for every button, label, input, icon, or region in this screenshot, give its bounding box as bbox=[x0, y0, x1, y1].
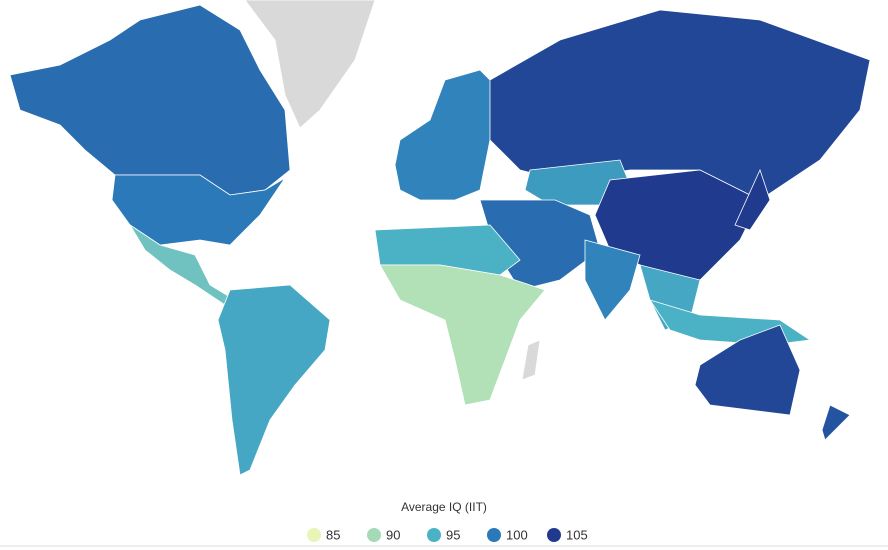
legend-label: 105 bbox=[566, 527, 588, 542]
legend-title: Average IQ (IIT) bbox=[401, 500, 487, 514]
legend-swatch bbox=[367, 528, 381, 542]
legend-label: 95 bbox=[446, 527, 460, 542]
country-region bbox=[217, 284, 331, 476]
legend-swatch bbox=[547, 528, 561, 542]
country-region bbox=[694, 324, 801, 416]
legend-swatch bbox=[487, 528, 501, 542]
no-data-region bbox=[244, 0, 376, 129]
country-region bbox=[584, 239, 641, 321]
legend-label: 85 bbox=[326, 527, 340, 542]
country-region bbox=[489, 9, 871, 201]
legend-label: 90 bbox=[386, 527, 400, 542]
country-region bbox=[394, 69, 501, 201]
country-region bbox=[821, 404, 851, 441]
legend-swatch bbox=[307, 528, 321, 542]
country-region bbox=[379, 264, 546, 406]
no-data-region bbox=[521, 339, 541, 381]
country-region bbox=[111, 174, 286, 246]
country-region bbox=[734, 168, 771, 231]
world-map bbox=[9, 0, 871, 476]
legend-label: 100 bbox=[506, 527, 528, 542]
country-region bbox=[9, 4, 291, 196]
legend: 85 90 95 100 105 bbox=[307, 527, 588, 542]
legend-swatch bbox=[427, 528, 441, 542]
